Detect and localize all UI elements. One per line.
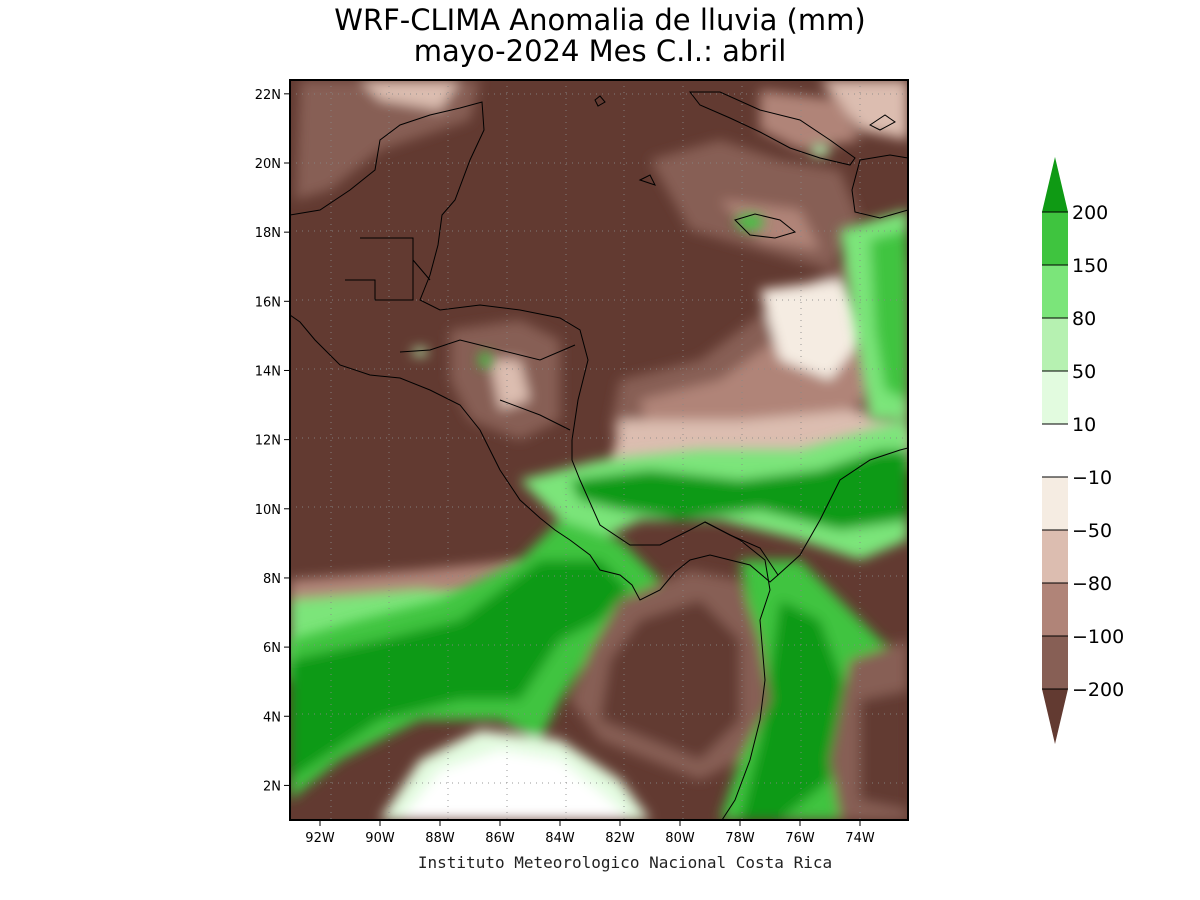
lon-tick-label: 78W: [725, 831, 755, 846]
lat-tick-label: 8N: [263, 572, 281, 587]
colorbar-label: −10: [1072, 467, 1112, 489]
longitude-axis: 92W 90W 88W 86W 84W 82W 80W 78W 76W 74W: [305, 820, 875, 846]
lon-tick-label: 88W: [425, 831, 455, 846]
colorbar-label: 10: [1072, 414, 1096, 436]
lat-tick-label: 20N: [255, 157, 281, 172]
lat-tick-label: 22N: [255, 88, 281, 103]
coastlines: [290, 91, 908, 820]
colorbar-segment: [1042, 265, 1068, 318]
lon-tick-label: 90W: [365, 831, 395, 846]
map-subtitle: mayo-2024 Mes C.I.: abril: [413, 34, 787, 68]
lat-tick-label: 6N: [263, 641, 281, 656]
lon-tick-label: 80W: [665, 831, 695, 846]
lon-tick-label: 86W: [485, 831, 515, 846]
lon-tick-label: 92W: [305, 831, 335, 846]
map-title: WRF-CLIMA Anomalia de lluvia (mm): [334, 3, 866, 37]
lon-tick-label: 84W: [545, 831, 575, 846]
map-frame: [289, 79, 909, 821]
latitude-axis: 22N 20N 18N 16N 14N 12N 10N 8N 6N 4N 2N: [255, 88, 290, 794]
colorbar-segment: [1042, 424, 1068, 477]
colorbar-segment: [1042, 477, 1068, 530]
lon-tick-label: 74W: [845, 831, 875, 846]
colorbar-segment: [1042, 636, 1068, 689]
credit-text: Instituto Meteorologico Nacional Costa R…: [417, 853, 833, 872]
anomaly-field: [290, 80, 908, 820]
colorbar-segment: [1042, 530, 1068, 583]
lat-tick-label: 14N: [255, 364, 281, 379]
lat-tick-label: 12N: [255, 434, 281, 449]
colorbar-segment: [1042, 318, 1068, 371]
colorbar-segment: [1042, 583, 1068, 636]
colorbar-segment: [1042, 212, 1068, 265]
lon-tick-label: 76W: [785, 831, 815, 846]
lat-tick-label: 18N: [255, 226, 281, 241]
colorbar-segment: [1042, 371, 1068, 424]
colorbar-label: 80: [1072, 308, 1096, 330]
colorbar-label: −200: [1072, 679, 1124, 701]
colorbar-label: 200: [1072, 202, 1108, 224]
lat-tick-label: 2N: [263, 779, 281, 794]
lat-tick-label: 10N: [255, 503, 281, 518]
lat-tick-label: 4N: [263, 710, 281, 725]
colorbar-label: 50: [1072, 361, 1096, 383]
colorbar: 200 150 80 50 10 −10 −50 −80 −100 −200: [1042, 157, 1124, 744]
colorbar-label: −50: [1072, 520, 1112, 542]
colorbar-over-triangle: [1042, 157, 1068, 212]
lon-tick-label: 82W: [605, 831, 635, 846]
colorbar-label: −80: [1072, 573, 1112, 595]
colorbar-label: 150: [1072, 255, 1108, 277]
lat-tick-label: 16N: [255, 295, 281, 310]
colorbar-under-triangle: [1042, 689, 1068, 744]
colorbar-label: −100: [1072, 626, 1124, 648]
